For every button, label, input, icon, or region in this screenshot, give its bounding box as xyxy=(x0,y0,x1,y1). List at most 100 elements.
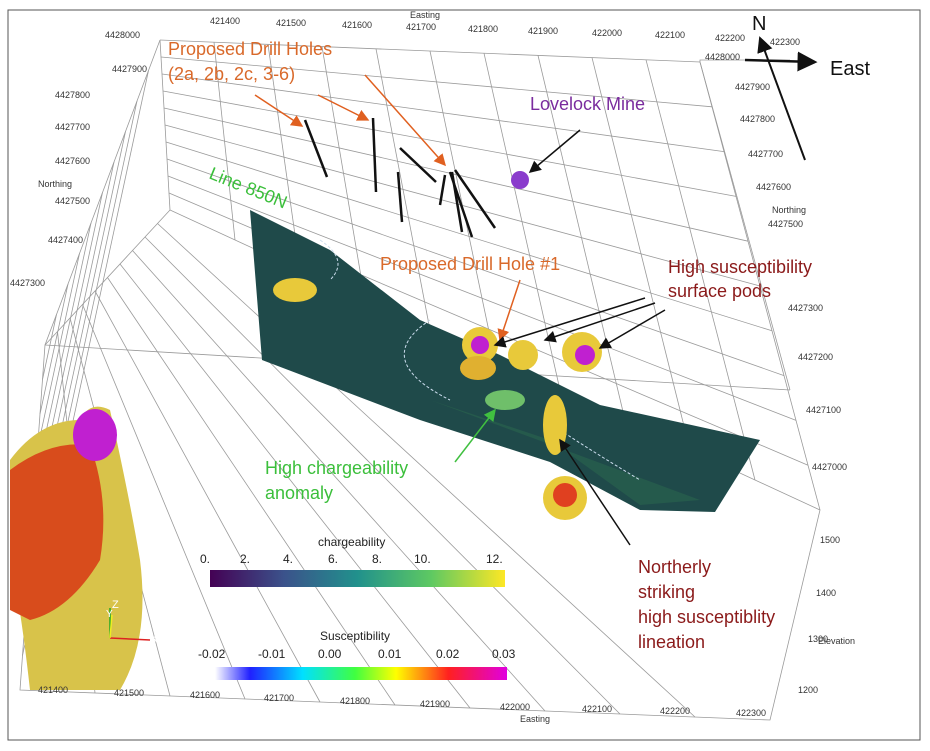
section-850n xyxy=(250,210,760,512)
northing-tick: 4427300 xyxy=(10,278,45,288)
drill-holes xyxy=(303,117,497,238)
compass-north: N xyxy=(752,13,766,35)
annotation: surface pods xyxy=(668,281,771,301)
grid-line xyxy=(166,158,785,376)
northing-tick: 4427700 xyxy=(55,122,90,132)
annotation: (2a, 2b, 2c, 3-6) xyxy=(168,64,295,84)
colorbar-tick: 2. xyxy=(240,552,250,566)
easting-tick: 421700 xyxy=(406,22,436,32)
grid-line xyxy=(82,304,246,700)
colorbar-title: Susceptibility xyxy=(320,629,390,643)
easting-tick: 421900 xyxy=(420,699,450,709)
pod-core xyxy=(471,336,489,354)
easting-tick: 422200 xyxy=(660,706,690,716)
northing-tick: 4427900 xyxy=(112,64,147,74)
colorbar-tick: -0.02 xyxy=(198,647,226,661)
colorbar-tick: 0. xyxy=(200,552,210,566)
left-body-peak xyxy=(73,409,117,461)
easting-tick: 421600 xyxy=(342,20,372,30)
grid-line xyxy=(167,175,797,421)
easting-tick: 421400 xyxy=(38,685,68,695)
axis-widget-label: X xyxy=(150,633,158,645)
annotation: striking xyxy=(638,582,695,602)
easting-tick: 421900 xyxy=(528,26,558,36)
colorbar-tick: 0.01 xyxy=(378,647,402,661)
colorbar-tick: 10. xyxy=(414,552,431,566)
grid-line xyxy=(157,223,696,718)
section-shade xyxy=(430,400,700,505)
northing-tick: 4427600 xyxy=(55,156,90,166)
northing-tick: 4428000 xyxy=(705,52,740,62)
pod xyxy=(508,340,538,370)
axis-title: Elevation xyxy=(818,636,855,646)
elevation-tick: 1500 xyxy=(820,535,840,545)
colorbar-tick: 0.02 xyxy=(436,647,460,661)
orientation-axes xyxy=(109,608,151,641)
grid-line xyxy=(107,277,396,706)
annotation: high susceptiblity xyxy=(638,607,775,627)
northing-tick: 4427500 xyxy=(55,196,90,206)
axis-widget-label: Z xyxy=(112,599,119,611)
anomaly xyxy=(485,390,525,410)
easting-tick: 421600 xyxy=(190,690,220,700)
pod xyxy=(460,356,496,380)
grid-line xyxy=(42,314,57,380)
northing-tick: 4428000 xyxy=(105,30,140,40)
lovelock-mine xyxy=(511,171,529,189)
grid-line xyxy=(132,250,546,712)
grid-line xyxy=(537,55,626,421)
easting-tick: 421400 xyxy=(210,16,240,26)
easting-tick: 421500 xyxy=(276,18,306,28)
grid-line xyxy=(591,57,691,451)
pod-core xyxy=(553,483,577,507)
colorbar-tick: 12. xyxy=(486,552,503,566)
easting-tick: 422100 xyxy=(582,704,612,714)
easting-tick: 422100 xyxy=(655,30,685,40)
grid-line xyxy=(645,59,756,481)
easting-tick: 422000 xyxy=(592,28,622,38)
northing-tick: 4427800 xyxy=(740,114,775,124)
grid-line xyxy=(165,141,773,332)
chargeability-colorbar xyxy=(210,570,505,587)
northing-tick: 4427100 xyxy=(806,405,841,415)
colorbar-title: chargeability xyxy=(318,535,385,549)
compass-east: East xyxy=(830,58,870,80)
northing-tick: 4427500 xyxy=(768,219,803,229)
colorbar-tick: 0.00 xyxy=(318,647,342,661)
colorbar-tick: 8. xyxy=(372,552,382,566)
colorbar-tick: 4. xyxy=(283,552,293,566)
pod-core xyxy=(575,345,595,365)
northing-tick: 4427600 xyxy=(756,182,791,192)
axis-title: Easting xyxy=(410,10,440,20)
northing-tick: 4427400 xyxy=(48,235,83,245)
northing-tick: 4427700 xyxy=(748,149,783,159)
annotation: High chargeability xyxy=(265,458,408,478)
easting-tick: 422000 xyxy=(500,702,530,712)
annotation: High susceptibility xyxy=(668,257,812,277)
grid-line xyxy=(144,236,621,715)
northing-tick: 4427000 xyxy=(812,462,847,472)
axis-title: Northing xyxy=(772,205,806,215)
axis-title: Easting xyxy=(520,714,550,724)
northing-tick: 4427900 xyxy=(735,82,770,92)
left-body-core xyxy=(10,444,104,620)
colorbar-tick: -0.01 xyxy=(258,647,286,661)
northing-tick: 4427300 xyxy=(788,303,823,313)
northing-tick: 4427800 xyxy=(55,90,90,100)
easting-tick: 422200 xyxy=(715,33,745,43)
grid-line xyxy=(94,290,321,703)
colorbar-tick: 0.03 xyxy=(492,647,516,661)
pod xyxy=(273,278,317,302)
annotation: Proposed Drill Holes xyxy=(168,39,332,59)
axis-title: Northing xyxy=(38,179,72,189)
annotation: Lovelock Mine xyxy=(530,94,645,114)
elevation-tick: 1300 xyxy=(808,634,828,644)
grid-line xyxy=(37,253,80,449)
annotation: Northerly xyxy=(638,557,711,577)
annotation: anomaly xyxy=(265,483,333,503)
axis-widget-label: Y xyxy=(106,609,113,620)
easting-tick: 422300 xyxy=(736,708,766,718)
colorbar-tick: 6. xyxy=(328,552,338,566)
elevation-tick: 1200 xyxy=(798,685,818,695)
